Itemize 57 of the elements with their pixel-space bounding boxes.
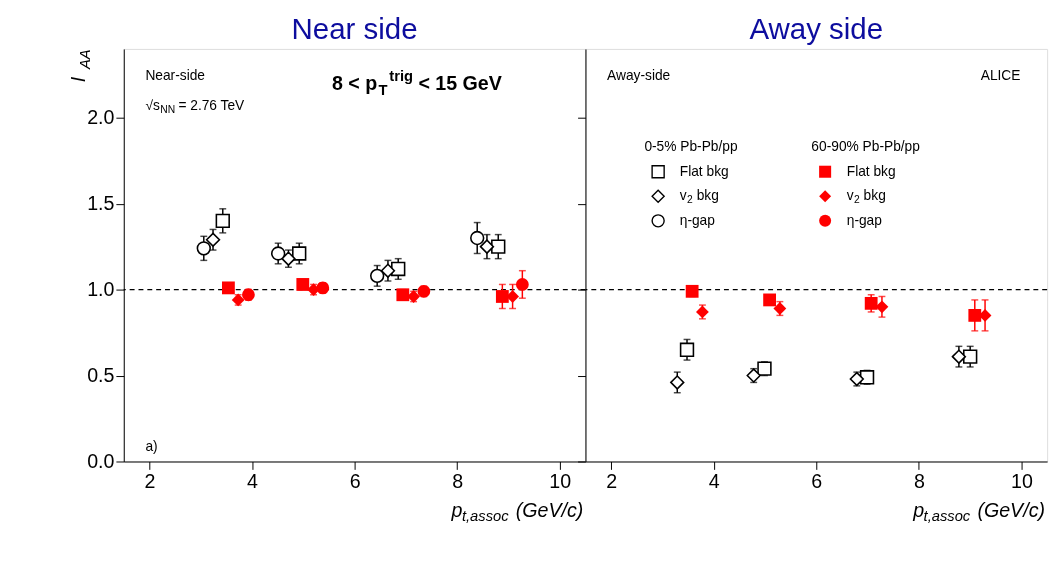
chart-title: Away side	[749, 12, 884, 46]
point	[270, 246, 286, 261]
point	[951, 349, 967, 364]
chart-title: Near side	[291, 12, 418, 46]
text: 0-5% Pb-Pb/pp	[644, 139, 738, 155]
point	[380, 263, 396, 278]
y-tick-label: 0.0	[87, 449, 115, 472]
x-tick-label: 6	[349, 469, 361, 492]
point	[296, 278, 310, 291]
legend-label: Flat bkg	[846, 163, 896, 179]
annotation: a)	[145, 438, 158, 454]
point	[515, 278, 529, 291]
x-tick-label: 6	[811, 469, 823, 492]
point	[849, 371, 864, 387]
legend-label: η-gap	[679, 212, 716, 228]
point	[205, 232, 221, 247]
point	[396, 288, 410, 302]
x-tick-label: 10	[1011, 469, 1033, 492]
x-tick-label: 8	[913, 469, 925, 492]
point	[281, 251, 296, 266]
point	[196, 241, 211, 256]
point	[670, 375, 685, 390]
legend-label: Flat bkg	[679, 163, 729, 179]
x-tick-label: 2	[144, 469, 156, 492]
annotation: Near-side	[145, 68, 206, 84]
point	[369, 268, 385, 284]
y-tick-label: 1.5	[87, 192, 115, 215]
annotation: ALICE	[980, 68, 1021, 84]
y-tick-label: 2.0	[87, 106, 115, 129]
y-axis-title: IAA	[67, 49, 94, 83]
y-tick-label: 1.0	[87, 277, 115, 300]
point	[491, 239, 506, 254]
point	[757, 361, 772, 376]
legend-label: η-gap	[846, 212, 883, 228]
text: 60-90% Pb-Pb/pp	[811, 139, 920, 155]
annotation: Away-side	[607, 68, 671, 84]
point	[763, 293, 777, 307]
x-tick-label: 4	[708, 469, 720, 492]
point	[222, 281, 235, 295]
point	[685, 284, 699, 298]
point	[292, 246, 307, 261]
x-tick-label: 10	[549, 469, 572, 492]
point	[479, 239, 495, 254]
point	[679, 342, 695, 357]
point	[875, 300, 889, 314]
point	[962, 349, 978, 364]
point	[470, 230, 485, 246]
point	[746, 368, 761, 383]
point	[215, 213, 230, 229]
point	[506, 290, 520, 303]
y-tick-label: 0.5	[87, 363, 115, 386]
point	[495, 290, 509, 303]
x-tick-label: 2	[606, 469, 618, 492]
x-tick-label: 4	[247, 469, 259, 492]
x-tick-label: 8	[452, 469, 464, 492]
point	[859, 370, 875, 385]
point	[968, 308, 982, 322]
